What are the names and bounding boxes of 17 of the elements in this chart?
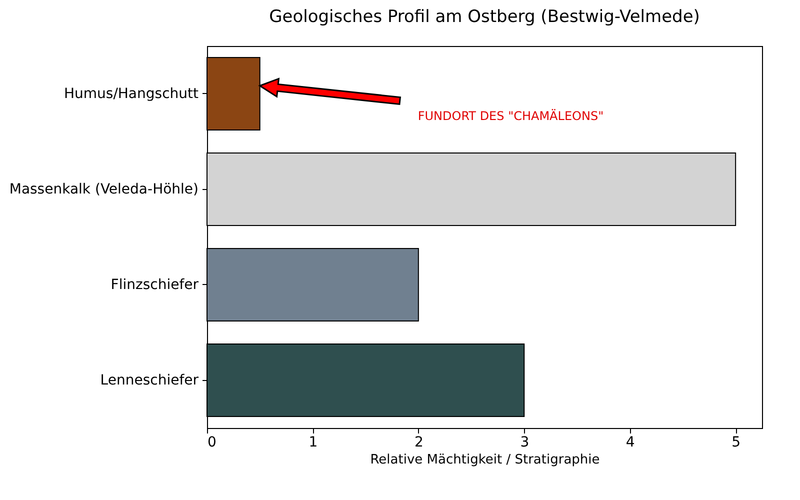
x-tick-label: 5 xyxy=(732,434,741,450)
y-tick-label: Flinzschiefer xyxy=(110,276,199,293)
x-axis-title: Relative Mächtigkeit / Stratigraphie xyxy=(370,452,600,468)
chart-title: Geologisches Profil am Ostberg (Bestwig-Velmede) xyxy=(269,7,700,27)
x-tick-label: 4 xyxy=(626,434,635,450)
y-tick-label: Lenneschiefer xyxy=(100,372,199,388)
x-tick-label: 1 xyxy=(308,434,318,450)
y-tick-label: Massenkalk (Veleda-Höhle) xyxy=(9,181,198,198)
bar xyxy=(206,56,260,131)
x-tick-label: 2 xyxy=(414,434,424,450)
y-tick-label: Humus/Hangschutt xyxy=(64,86,199,102)
bar xyxy=(206,248,419,322)
bar xyxy=(206,152,736,226)
annotation: FUNDORT DES "CHAMÄLEONS" xyxy=(418,108,604,123)
x-tick-label: 3 xyxy=(520,434,530,450)
x-tick-label: 0 xyxy=(208,434,216,450)
bar xyxy=(206,343,525,418)
